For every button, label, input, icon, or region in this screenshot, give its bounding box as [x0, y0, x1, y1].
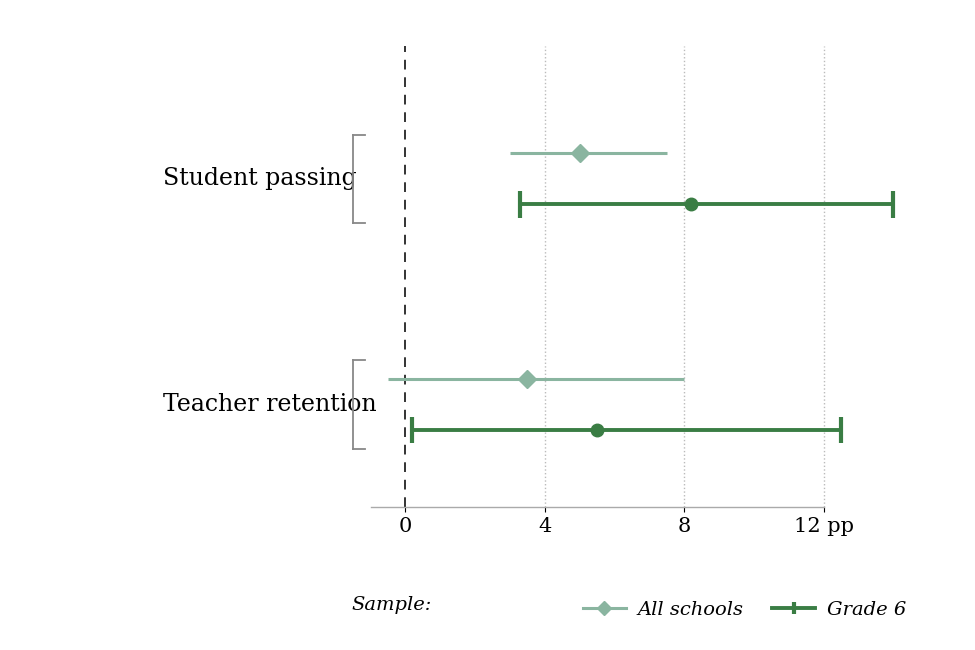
Text: Teacher retention: Teacher retention	[164, 393, 377, 416]
Legend: All schools, Grade 6: All schools, Grade 6	[575, 593, 914, 627]
Text: Sample:: Sample:	[351, 595, 431, 614]
Text: Student passing: Student passing	[164, 167, 357, 190]
